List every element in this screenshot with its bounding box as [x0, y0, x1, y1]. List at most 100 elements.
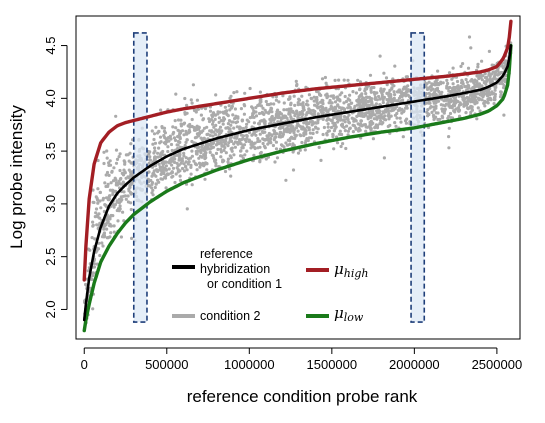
condition-2-point	[211, 111, 216, 115]
condition-2-point	[178, 132, 182, 136]
condition-2-point	[154, 182, 158, 186]
condition-2-point	[123, 171, 127, 175]
condition-2-point	[377, 111, 381, 115]
y-tick-label-2: 3.0	[43, 195, 58, 213]
condition-2-point	[492, 70, 496, 74]
condition-2-point	[112, 205, 116, 209]
condition-2-point	[270, 133, 274, 137]
condition-2-point	[188, 125, 192, 129]
condition-2-point	[327, 129, 331, 133]
condition-2-point	[319, 158, 323, 162]
condition-2-point	[359, 113, 363, 117]
condition-2-point	[431, 92, 435, 96]
condition-2-point	[178, 174, 182, 178]
condition-2-point	[297, 97, 301, 101]
condition-2-point	[258, 139, 262, 143]
condition-2-point	[340, 91, 344, 95]
legend-label-reference-line1: reference	[200, 247, 253, 261]
condition-2-point	[435, 78, 439, 82]
condition-2-point	[258, 119, 262, 123]
condition-2-point	[168, 134, 172, 138]
condition-2-point	[256, 137, 260, 141]
condition-2-point	[90, 236, 94, 240]
x-tick-label-0: 0	[81, 357, 88, 372]
condition-2-point	[295, 109, 299, 113]
highlight-boxes	[132, 32, 426, 323]
condition-2-point	[183, 112, 187, 116]
condition-2-point	[477, 76, 482, 80]
condition-2-point	[436, 117, 440, 122]
condition-2-point	[247, 139, 251, 144]
condition-2-point	[330, 101, 334, 105]
condition-2-point	[156, 151, 160, 155]
condition-2-point	[279, 112, 283, 116]
condition-2-point	[379, 115, 383, 119]
condition-2-point	[105, 170, 110, 175]
condition-2-point	[426, 108, 430, 112]
condition-2-point	[292, 143, 296, 148]
condition-2-point	[451, 82, 455, 86]
condition-2-point	[323, 75, 327, 80]
condition-2-point	[487, 91, 491, 95]
condition-2-point	[291, 168, 296, 172]
condition-2-point	[348, 93, 352, 97]
condition-2-point	[84, 282, 88, 287]
condition-2-point	[254, 106, 258, 110]
condition-2-point	[373, 91, 377, 95]
condition-2-point	[380, 93, 384, 97]
condition-2-point	[381, 98, 385, 102]
condition-2-point	[393, 121, 397, 125]
condition-2-point	[307, 128, 311, 132]
legend-label-mu-high: μhigh	[334, 260, 368, 280]
condition-2-point	[239, 149, 243, 153]
condition-2-point	[257, 103, 261, 107]
condition-2-point	[429, 88, 433, 92]
x-tick-label-2: 1000000	[224, 357, 275, 372]
condition-2-point	[393, 93, 397, 97]
condition-2-point	[490, 79, 494, 83]
condition-2-point	[229, 174, 233, 178]
condition-2-point	[453, 96, 457, 100]
condition-2-point	[382, 87, 386, 91]
condition-2-point	[123, 162, 127, 166]
condition-2-point	[170, 156, 174, 160]
condition-2-point	[359, 93, 363, 97]
condition-2-point	[115, 199, 119, 203]
condition-2-point	[171, 159, 175, 163]
condition-2-point	[483, 80, 487, 84]
condition-2-point	[271, 143, 275, 148]
condition-2-point	[339, 117, 343, 121]
condition-2-point	[439, 92, 443, 96]
condition-2-point	[390, 87, 394, 91]
condition-2-point	[233, 107, 237, 111]
condition-2-point	[161, 159, 165, 163]
condition-2-point	[264, 110, 268, 114]
condition-2-point	[173, 119, 177, 123]
condition-2-point	[328, 98, 332, 103]
condition-2-point	[441, 115, 445, 120]
condition-2-point	[164, 168, 169, 172]
condition-2-point	[487, 49, 491, 54]
condition-2-point	[277, 100, 281, 104]
condition-2-point	[302, 105, 306, 109]
condition-2-point	[477, 73, 481, 77]
condition-2-point	[112, 224, 116, 228]
condition-2-point	[341, 142, 345, 146]
condition-2-point	[106, 220, 110, 224]
legend-label-mu-low: μlow	[334, 304, 364, 324]
condition-2-point	[158, 168, 162, 172]
condition-2-point	[107, 197, 111, 201]
condition-2-point	[243, 153, 247, 157]
condition-2-point	[401, 91, 405, 95]
condition-2-point	[293, 113, 297, 117]
condition-2-point	[492, 102, 496, 106]
condition-2-point	[223, 169, 228, 174]
condition-2-point	[427, 86, 431, 90]
condition-2-point	[118, 168, 122, 173]
condition-2-point	[502, 86, 506, 90]
condition-2-point	[207, 117, 211, 121]
condition-2-point	[117, 197, 122, 201]
condition-2-point	[216, 147, 220, 151]
condition-2-point	[381, 121, 385, 125]
